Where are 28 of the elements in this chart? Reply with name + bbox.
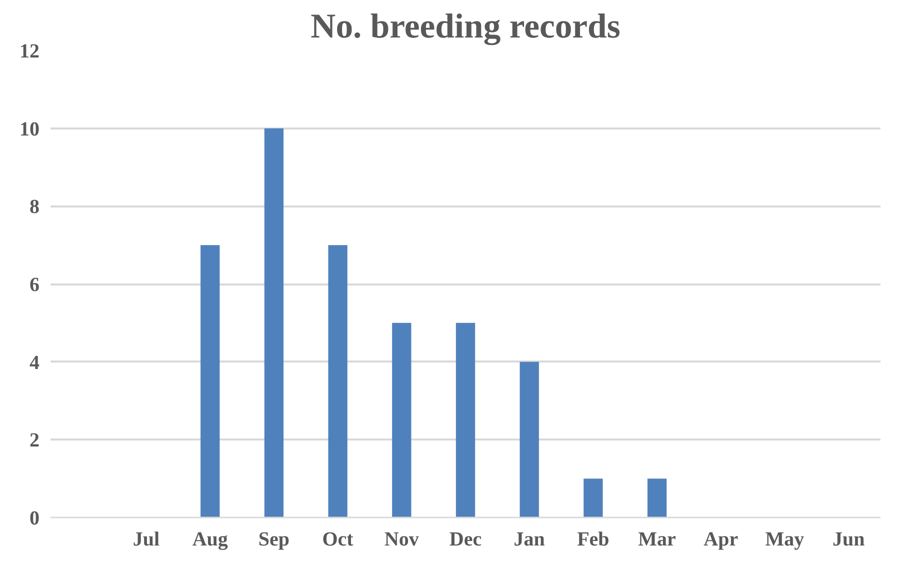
chart-title: No. breeding records <box>310 8 620 46</box>
bar <box>392 322 412 518</box>
y-tick-label: 12 <box>20 40 40 62</box>
bar <box>520 362 539 518</box>
x-tick-label: Jun <box>832 528 865 550</box>
bar <box>264 128 284 518</box>
x-tick-label: Mar <box>638 528 676 550</box>
y-tick-label: 4 <box>30 352 40 374</box>
y-tick-label: 6 <box>30 274 40 296</box>
bar <box>200 245 220 518</box>
bar <box>647 478 667 518</box>
y-tick-label: 8 <box>30 196 40 218</box>
y-tick-label: 2 <box>30 430 40 452</box>
bar <box>456 322 476 518</box>
bar <box>328 245 348 518</box>
x-tick-label: May <box>765 528 804 550</box>
x-tick-label: Nov <box>384 528 419 550</box>
x-tick-label: Jan <box>514 528 545 550</box>
x-tick-label: Dec <box>449 528 482 550</box>
x-tick-label: Aug <box>192 528 228 550</box>
x-tick-label: Jul <box>132 528 160 550</box>
x-tick-label: Feb <box>577 528 610 550</box>
x-tick-label: Sep <box>258 528 290 550</box>
bar <box>584 478 603 518</box>
x-tick-label: Apr <box>704 528 738 550</box>
y-tick-label: 10 <box>20 118 40 140</box>
y-tick-label: 0 <box>30 508 40 530</box>
x-tick-label: Oct <box>322 528 354 550</box>
